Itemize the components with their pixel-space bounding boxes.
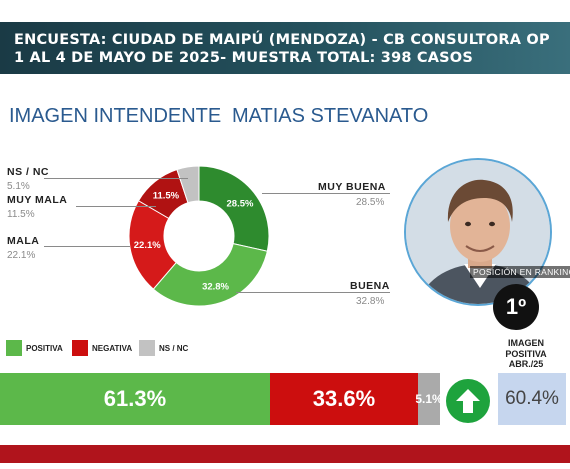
- label-nsnc-name: NS / NC: [7, 166, 50, 178]
- footer-strip: [0, 445, 570, 463]
- bar-segment-positiva: 61.3%: [0, 373, 270, 425]
- label-buena-name: BUENA: [350, 280, 390, 292]
- person-photo: [404, 158, 552, 306]
- label-mala-value: 22.1%: [7, 250, 36, 261]
- legend-label-positiva: POSITIVA: [26, 344, 63, 353]
- previous-image-title: IMAGEN POSITIVA ABR./25: [505, 338, 547, 369]
- up-arrow-icon: [446, 379, 490, 423]
- label-muymala-name: MUY MALA: [7, 194, 68, 206]
- label-muybuena-name: MUY BUENA: [318, 181, 386, 193]
- donut-slice-muy-buena: [198, 165, 270, 252]
- previous-image-value: 60.4%: [498, 373, 566, 425]
- subtitle-right: MATIAS STEVANATO: [232, 105, 429, 127]
- label-buena-value: 32.8%: [356, 296, 385, 307]
- person-portrait-icon: [406, 160, 550, 304]
- label-muymala-value: 11.5%: [7, 209, 35, 220]
- label-mala-name: MALA: [7, 235, 40, 247]
- donut-chart: 28.5% 32.8% 22.1% 11.5%: [128, 165, 270, 307]
- leader-muymala: [76, 206, 156, 207]
- donut-value-label: 22.1%: [134, 240, 161, 251]
- legend-swatch-positiva: [6, 340, 22, 356]
- header-banner: ENCUESTA: CIUDAD DE MAIPÚ (MENDOZA) - CB…: [0, 22, 570, 74]
- legend-swatch-nsnc: [139, 340, 155, 356]
- donut-value-label: 11.5%: [153, 191, 180, 202]
- subtitle-left: IMAGEN INTENDENTE: [9, 105, 222, 127]
- label-nsnc-value: 5.1%: [7, 181, 30, 192]
- donut-slice-buena: [152, 243, 268, 307]
- leader-muybuena: [262, 193, 390, 194]
- legend-swatch-negativa: [72, 340, 88, 356]
- bar-segment-ns-nc: 5.1%: [415, 373, 443, 425]
- ranking-label: POSICIÓN EN RANKING: [470, 266, 570, 278]
- leader-mala: [44, 246, 130, 247]
- header-line-1: ENCUESTA: CIUDAD DE MAIPÚ (MENDOZA) - CB…: [14, 32, 550, 48]
- donut-slice-ns-nc: [176, 165, 200, 204]
- legend-label-negativa: NEGATIVA: [92, 344, 133, 353]
- leader-nsnc: [44, 178, 188, 179]
- bar-segment-negativa: 33.6%: [270, 373, 418, 425]
- label-muybuena-value: 28.5%: [356, 197, 385, 208]
- legend-label-nsnc: NS / NC: [159, 344, 189, 353]
- donut-value-label: 32.8%: [202, 281, 229, 292]
- header-line-2: 1 AL 4 DE MAYO DE 2025- MUESTRA TOTAL: 3…: [14, 50, 473, 66]
- donut-value-label: 28.5%: [227, 199, 254, 210]
- ranking-badge: 1º: [493, 284, 539, 330]
- leader-buena: [236, 292, 390, 293]
